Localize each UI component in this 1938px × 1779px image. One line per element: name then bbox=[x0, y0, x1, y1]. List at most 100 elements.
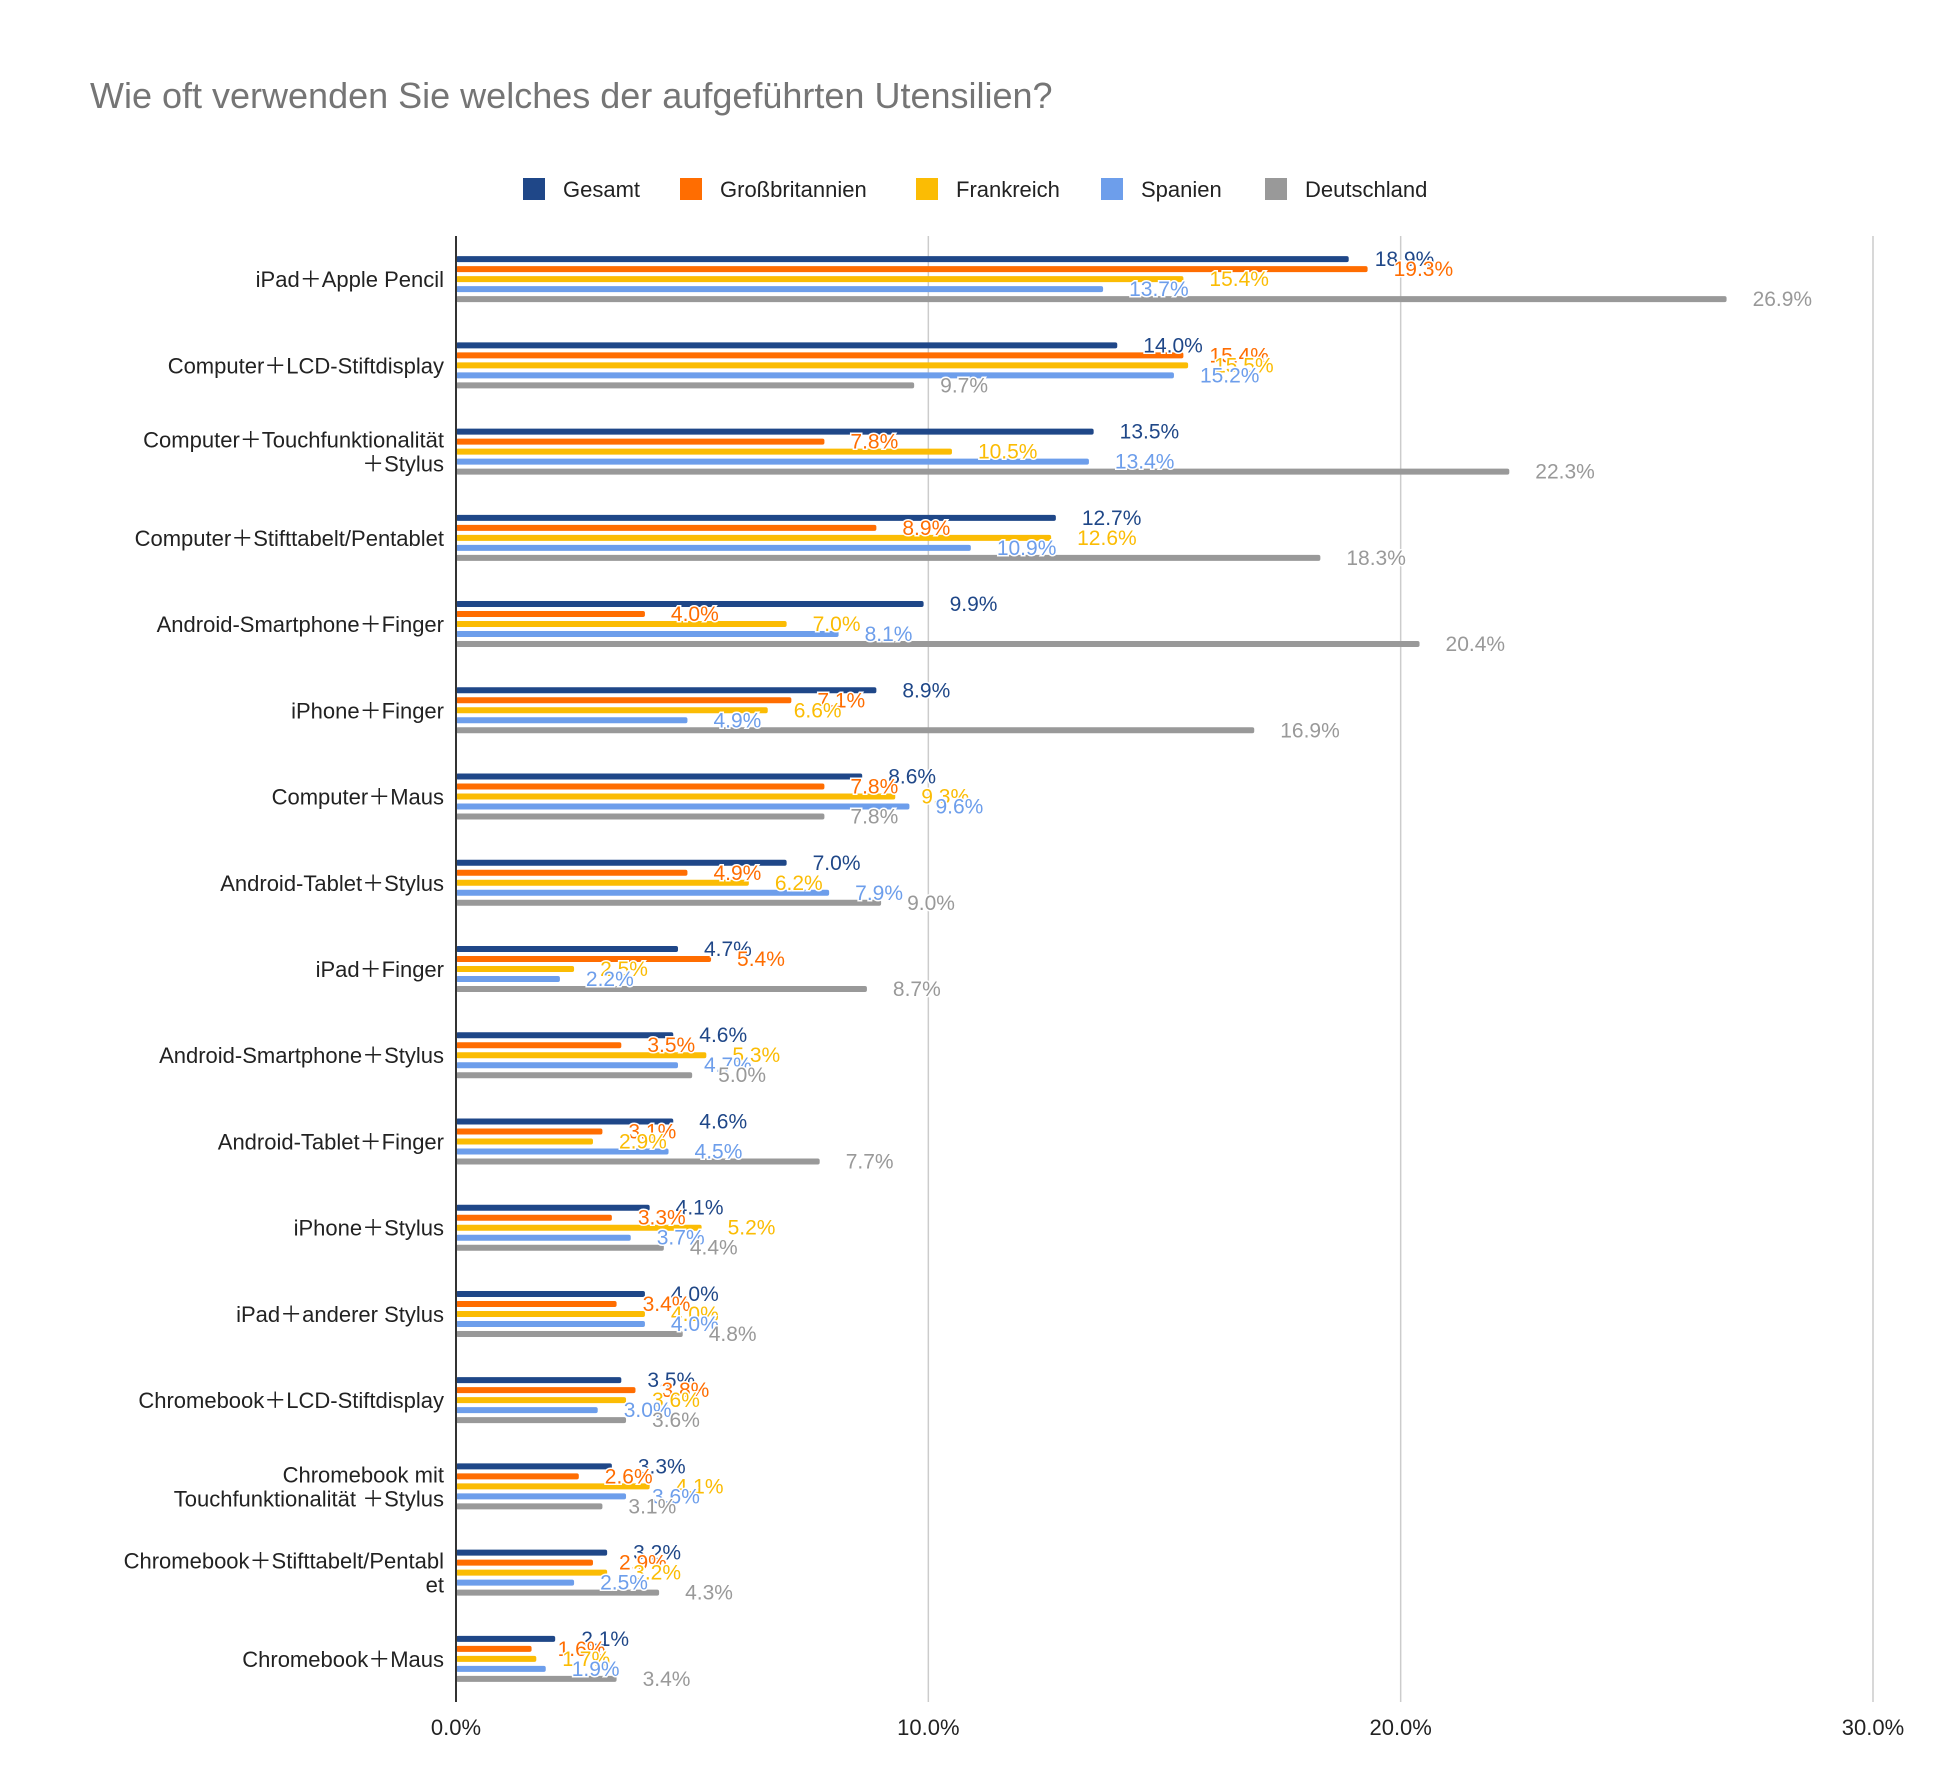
data-label: 3.3% bbox=[638, 1207, 686, 1230]
legend-label: Deutschland bbox=[1305, 177, 1427, 202]
data-label: 6.2% bbox=[775, 872, 823, 895]
chart-title: Wie oft verwenden Sie welches der aufgef… bbox=[90, 75, 1053, 116]
data-label: 13.5% bbox=[1120, 421, 1180, 444]
category-label: iPad＋Finger bbox=[316, 957, 444, 982]
category-label: Android-Smartphone＋Stylus bbox=[159, 1043, 444, 1068]
legend-item: Frankreich bbox=[916, 177, 1060, 202]
category-label: Android-Tablet＋Finger bbox=[218, 1129, 444, 1154]
data-label: 7.0% bbox=[813, 852, 861, 875]
data-label: 9.6% bbox=[935, 796, 983, 819]
bar bbox=[456, 773, 863, 780]
bar bbox=[456, 621, 787, 628]
data-label: 3.1% bbox=[628, 1495, 676, 1518]
data-label: 18.9% bbox=[1375, 248, 1435, 271]
bars bbox=[456, 256, 1727, 1682]
bar bbox=[456, 966, 575, 972]
legend-item: Spanien bbox=[1101, 177, 1222, 202]
data-label: 4.5% bbox=[695, 1140, 743, 1163]
bar bbox=[456, 1310, 645, 1317]
data-label: 4.1% bbox=[676, 1475, 724, 1498]
legend-label: Spanien bbox=[1141, 177, 1222, 202]
category-label: Computer＋Touchfunktionalität bbox=[143, 428, 444, 453]
data-label: 3.1% bbox=[628, 1120, 676, 1143]
bar bbox=[456, 1204, 650, 1211]
bar bbox=[456, 1300, 617, 1307]
bar bbox=[456, 727, 1255, 734]
bar bbox=[456, 1503, 603, 1510]
x-tick-label: 20.0% bbox=[1369, 1715, 1431, 1740]
bar bbox=[456, 783, 825, 790]
data-label: 7.8% bbox=[850, 806, 898, 829]
legend-swatch bbox=[523, 178, 545, 200]
bar bbox=[456, 1032, 674, 1039]
bar bbox=[456, 956, 712, 962]
bar bbox=[456, 1148, 669, 1155]
data-label: 4.0% bbox=[671, 1303, 719, 1326]
bar bbox=[456, 296, 1727, 303]
category-label: iPhone＋Finger bbox=[291, 698, 444, 723]
data-label: 9.0% bbox=[907, 892, 955, 915]
bar bbox=[456, 793, 896, 800]
data-label: 8.6% bbox=[888, 766, 936, 789]
data-label: 8.9% bbox=[902, 517, 950, 540]
bar bbox=[456, 1224, 702, 1231]
data-label: 4.0% bbox=[671, 1283, 719, 1306]
data-label: 2.5% bbox=[600, 1572, 648, 1595]
legend-label: Gesamt bbox=[563, 177, 640, 202]
data-label: 3.3% bbox=[638, 1455, 686, 1478]
x-tick-label: 30.0% bbox=[1842, 1715, 1904, 1740]
bar bbox=[456, 428, 1094, 435]
category-label: Android-Tablet＋Stylus bbox=[220, 871, 444, 896]
bar bbox=[456, 438, 825, 445]
data-label: 2.5% bbox=[600, 958, 648, 981]
bar bbox=[456, 554, 1321, 561]
bar bbox=[456, 986, 867, 992]
data-label: 8.1% bbox=[865, 623, 913, 646]
data-label: 10.5% bbox=[978, 441, 1038, 464]
data-label: 3.5% bbox=[647, 1034, 695, 1057]
x-axis: 0.0% 10.0% 20.0% 30.0% bbox=[431, 236, 1904, 1740]
bar bbox=[456, 1072, 693, 1079]
category-labels: iPad＋Apple Pencil Computer＋LCD-Stiftdispl… bbox=[124, 267, 444, 1672]
data-label: 4.0% bbox=[671, 1313, 719, 1336]
category-label: Computer＋Maus bbox=[272, 785, 444, 810]
data-label: 3.8% bbox=[661, 1379, 709, 1402]
bar bbox=[456, 1635, 556, 1642]
bar bbox=[456, 813, 825, 820]
bar bbox=[456, 1138, 593, 1145]
bar bbox=[456, 352, 1184, 359]
data-label: 7.1% bbox=[817, 689, 865, 712]
bar bbox=[456, 1158, 820, 1165]
bar bbox=[456, 869, 688, 876]
category-label: Chromebook＋Maus bbox=[242, 1647, 444, 1672]
legend-swatch bbox=[916, 178, 938, 200]
bar bbox=[456, 1052, 707, 1059]
data-label: 8.9% bbox=[902, 679, 950, 702]
data-label: 15.5% bbox=[1214, 354, 1274, 377]
category-label: et bbox=[426, 1573, 444, 1598]
data-label: 5.4% bbox=[737, 948, 785, 971]
data-label: 1.6% bbox=[558, 1638, 606, 1661]
data-label: 7.7% bbox=[846, 1150, 894, 1173]
data-label: 2.6% bbox=[605, 1465, 653, 1488]
data-label: 2.9% bbox=[619, 1130, 667, 1153]
bar bbox=[456, 1579, 575, 1586]
data-label: 5.3% bbox=[732, 1044, 780, 1067]
bar bbox=[456, 889, 830, 896]
data-label: 3.6% bbox=[652, 1409, 700, 1432]
bar bbox=[456, 448, 952, 455]
data-label: 13.7% bbox=[1129, 278, 1189, 301]
data-label: 26.9% bbox=[1753, 288, 1813, 311]
legend-item: Großbritannien bbox=[680, 177, 867, 202]
bar bbox=[456, 372, 1174, 379]
bar bbox=[456, 1675, 617, 1682]
bar bbox=[456, 641, 1420, 648]
category-label: iPhone＋Stylus bbox=[294, 1216, 444, 1241]
bar bbox=[456, 382, 915, 389]
bar bbox=[456, 1569, 608, 1576]
bar bbox=[456, 1377, 622, 1384]
bar bbox=[456, 256, 1349, 263]
data-label: 19.3% bbox=[1394, 258, 1454, 281]
